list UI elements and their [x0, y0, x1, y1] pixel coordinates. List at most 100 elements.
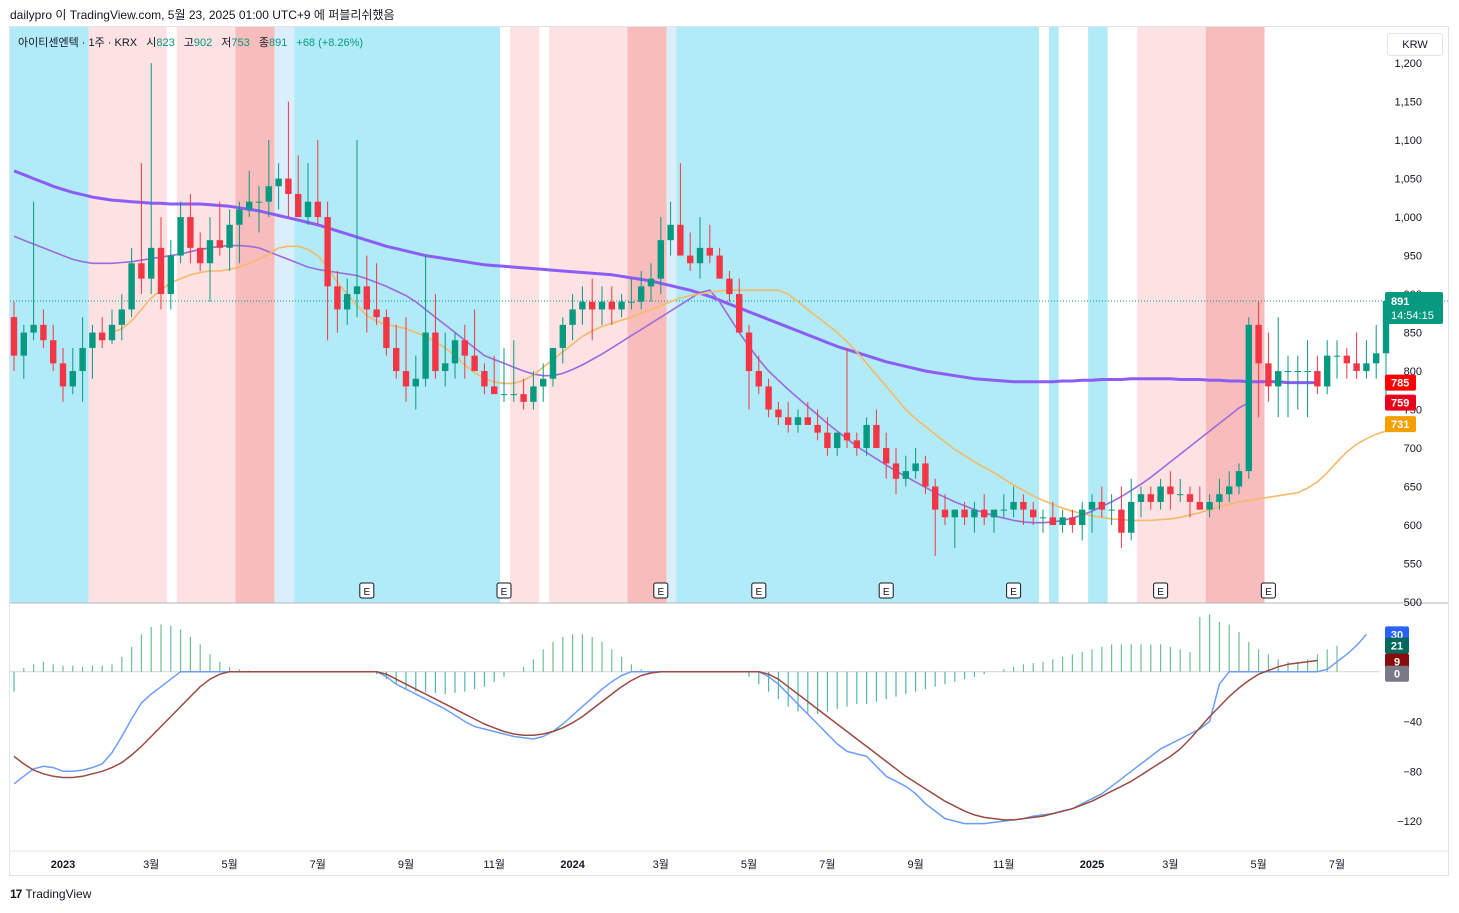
candle [510, 340, 517, 402]
candle [1020, 494, 1027, 526]
tradingview-logo[interactable]: 17 TradingView [10, 887, 91, 901]
candle-body [814, 424, 821, 433]
candle-body [1226, 486, 1233, 495]
candle-body [785, 417, 792, 425]
candle-body [471, 355, 478, 372]
earnings-marker[interactable]: E [359, 582, 375, 599]
candle-body [177, 217, 184, 256]
candle-body [363, 286, 370, 310]
earnings-marker[interactable]: E [1006, 582, 1022, 599]
candle-body [197, 247, 204, 264]
candle-body [863, 424, 870, 449]
currency-button[interactable]: KRW [1387, 33, 1443, 56]
zone-red [627, 27, 667, 603]
candle-body [638, 286, 645, 302]
low-label: 저 [221, 37, 232, 49]
candle [1265, 332, 1272, 402]
candle [530, 371, 537, 410]
candle-body [1255, 324, 1262, 364]
candle [814, 409, 821, 441]
candle [922, 455, 929, 495]
osc-value-text: 9 [1394, 657, 1400, 669]
candle-body [834, 432, 841, 449]
candle-body [1363, 363, 1370, 372]
osc-value-label: 21 [1385, 637, 1409, 654]
candle-body [344, 294, 351, 310]
earnings-marker[interactable]: E [1260, 582, 1276, 599]
candle [99, 317, 106, 348]
candle [981, 494, 988, 526]
candle [157, 217, 165, 310]
candle [412, 355, 419, 410]
candle-body [30, 324, 37, 333]
earnings-letter: E [1157, 587, 1164, 598]
candle [1206, 494, 1213, 518]
candle-body [324, 217, 331, 287]
candle [941, 494, 949, 526]
candle [569, 294, 576, 341]
candle-body [226, 224, 233, 248]
candle-body [687, 255, 694, 264]
candle [40, 309, 47, 348]
candle [1294, 355, 1301, 410]
candle-body [402, 371, 410, 387]
price-tick-label: 600 [1404, 520, 1422, 532]
candle-body [1196, 501, 1203, 510]
candle [589, 278, 596, 341]
candle-body [598, 301, 606, 310]
candle [1314, 355, 1321, 395]
candle-body [1235, 471, 1243, 487]
candle-body [412, 378, 419, 387]
earnings-marker[interactable]: E [653, 582, 669, 599]
earnings-marker[interactable]: E [751, 582, 767, 599]
candle [883, 432, 890, 479]
candle-body [1069, 517, 1076, 526]
high-label: 고 [183, 37, 194, 49]
candle-body [549, 347, 557, 379]
candle-body [775, 409, 782, 418]
candle-body [1186, 494, 1194, 502]
earnings-marker[interactable]: E [496, 582, 512, 599]
candle [1275, 317, 1282, 418]
earnings-marker[interactable]: E [1153, 582, 1169, 599]
candle-body [393, 347, 400, 372]
earnings-badge [1153, 582, 1169, 599]
candle-body [726, 278, 733, 295]
candle-body [628, 301, 635, 303]
time-tick-label: 3월 [143, 858, 159, 871]
candle-body [765, 386, 772, 410]
candle [824, 417, 831, 456]
osc-tick-label: −80 [1403, 766, 1422, 778]
time-tick-label: 2025 [1080, 859, 1104, 871]
earnings-letter: E [1265, 587, 1272, 598]
osc-tick-label: −120 [1397, 816, 1422, 828]
candle [226, 209, 233, 271]
earnings-marker[interactable]: E [878, 582, 894, 599]
osc-tick-label: −40 [1403, 717, 1422, 729]
candle-body [1030, 509, 1037, 518]
candle-body [755, 371, 762, 387]
candle-body [1353, 363, 1360, 372]
earnings-letter: E [1010, 587, 1017, 598]
candle-body [314, 201, 321, 218]
candle [1039, 509, 1047, 533]
symbol-name[interactable]: 아이티센엔텍 · 1주 · KRX [18, 37, 138, 49]
osc-value-label: 9 [1385, 653, 1409, 670]
earnings-badge [1006, 582, 1022, 599]
candle [1049, 501, 1056, 526]
candle-body [1049, 517, 1056, 526]
candle-body [10, 317, 18, 356]
price-tick-label: 1,000 [1394, 212, 1422, 224]
candle [579, 286, 586, 325]
candle-body [20, 332, 27, 356]
earnings-badge [653, 582, 669, 599]
candle-body [40, 324, 47, 341]
close-value: 891 [268, 37, 288, 49]
time-tick-label: 3월 [653, 858, 669, 871]
candle-body [883, 448, 890, 464]
candle [216, 201, 223, 256]
candle-body [285, 178, 292, 194]
candle [1147, 486, 1154, 510]
candle-body [1275, 371, 1282, 387]
